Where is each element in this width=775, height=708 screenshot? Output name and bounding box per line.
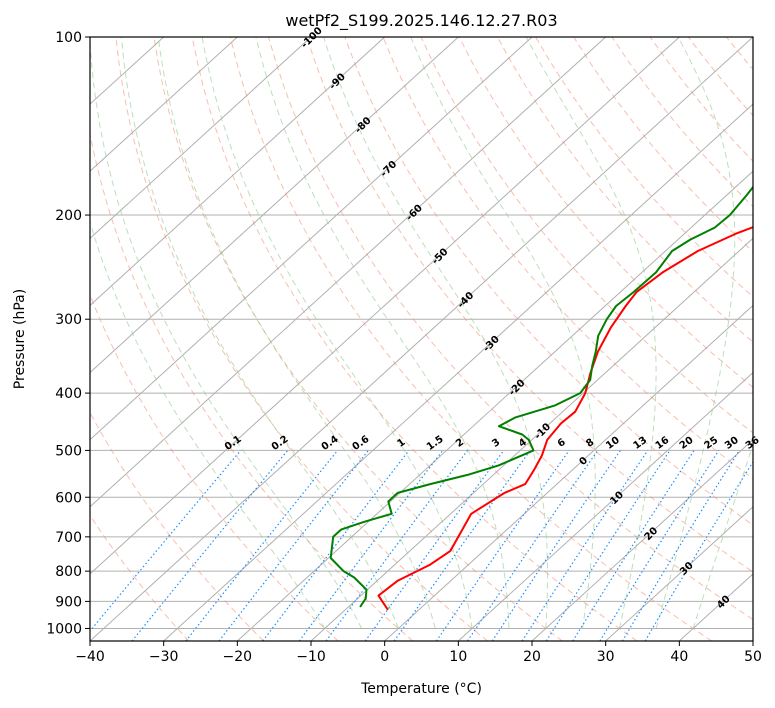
isotherm-line (90, 37, 607, 508)
dry-adiabat (90, 411, 264, 641)
moist-adiabat (323, 37, 548, 629)
mixing-ratio-line (325, 450, 468, 641)
y-tick-label: 200 (55, 208, 82, 224)
isotherm-line (310, 237, 753, 641)
x-tick-label: −20 (223, 649, 253, 665)
isotherm-line (163, 103, 753, 641)
plot-background (90, 37, 753, 641)
mixing-ratio-line (435, 450, 570, 641)
mixing-ratio-line (262, 450, 410, 641)
mixing-ratio-line (621, 450, 740, 641)
isotherm-line (90, 37, 753, 641)
moist-adiabat (655, 37, 736, 629)
moist-adiabat (90, 37, 363, 629)
mixing-ratio-line (491, 450, 621, 641)
moist-adiabat (525, 37, 657, 629)
mixing-ratio-line (298, 450, 444, 641)
y-tick-label: 800 (55, 564, 82, 580)
axes: −40 −30 −20 −10 0 10 20 30 40 50 100 200 300 400 500 60… (46, 30, 762, 665)
isotherm-line (90, 37, 386, 307)
y-tick-label: 600 (55, 490, 82, 506)
x-tick-label: 10 (449, 649, 467, 665)
isotherm-line (90, 37, 238, 172)
dry-adiabat (191, 37, 638, 641)
chart-title: wetPf2_S199.2025.146.12.27.R03 (285, 11, 557, 31)
isotherm-line (90, 37, 533, 441)
x-tick-label: 20 (523, 649, 541, 665)
isotherm-line (531, 438, 753, 641)
y-tick-label: 400 (55, 386, 82, 402)
moist-adiabat (157, 37, 436, 629)
isotherm-line (605, 506, 753, 641)
dry-adiabat (115, 37, 488, 641)
mixing-ratio-line (185, 450, 339, 641)
x-tick-label: 0 (380, 649, 389, 665)
mixing-ratio-line (90, 450, 242, 632)
x-tick-label: 30 (597, 649, 615, 665)
mixing-ratio-line (545, 450, 671, 641)
dry-adiabat (344, 37, 753, 526)
mixing-ratio-line (599, 450, 720, 641)
x-tick-label: −40 (75, 649, 105, 665)
plot-series (329, 185, 753, 611)
moist-adiabat (410, 37, 596, 629)
mixing-ratio-line (572, 450, 695, 641)
x-tick-label: 40 (670, 649, 688, 665)
moist-adiabat (120, 37, 399, 629)
y-tick-label: 100 (55, 30, 82, 46)
mixing-ratio-line (364, 450, 505, 641)
dry-adiabat (306, 37, 753, 573)
x-tick-label: −10 (296, 649, 326, 665)
mixing-ratio-line (521, 450, 649, 641)
isotherm-line (90, 37, 312, 240)
moist-adiabat (692, 443, 753, 629)
y-axis-label: Pressure (hPa) (12, 289, 28, 389)
y-tick-label: 900 (55, 594, 82, 610)
y-tick-label: 300 (55, 312, 82, 328)
y-tick-label: 1000 (46, 621, 82, 637)
x-axis-label: Temperature (°C) (360, 681, 482, 697)
y-tick-label: 700 (55, 530, 82, 546)
isotherm-line (90, 37, 680, 575)
moist-adiabat (255, 37, 510, 629)
dry-adiabat (268, 37, 753, 621)
x-tick-label: 50 (744, 649, 762, 665)
mixing-ratio-line (131, 450, 289, 641)
isotherm-line (90, 37, 459, 374)
x-tick-label: −30 (149, 649, 179, 665)
dry-adiabat (90, 514, 190, 641)
plot-frame (89, 36, 754, 642)
mixing-ratio-line (393, 450, 531, 641)
y-tick-label: 500 (55, 443, 82, 459)
isotherm-line (457, 371, 753, 641)
mixing-ratio-line (466, 450, 599, 641)
dry-adiabat (535, 37, 753, 298)
dry-adiabat (229, 37, 712, 641)
moist-adiabat (201, 37, 473, 629)
isotherm-line (236, 170, 753, 641)
dewpoint-line (329, 185, 753, 608)
isotherm-line (384, 304, 753, 641)
dry-adiabat (153, 37, 563, 641)
